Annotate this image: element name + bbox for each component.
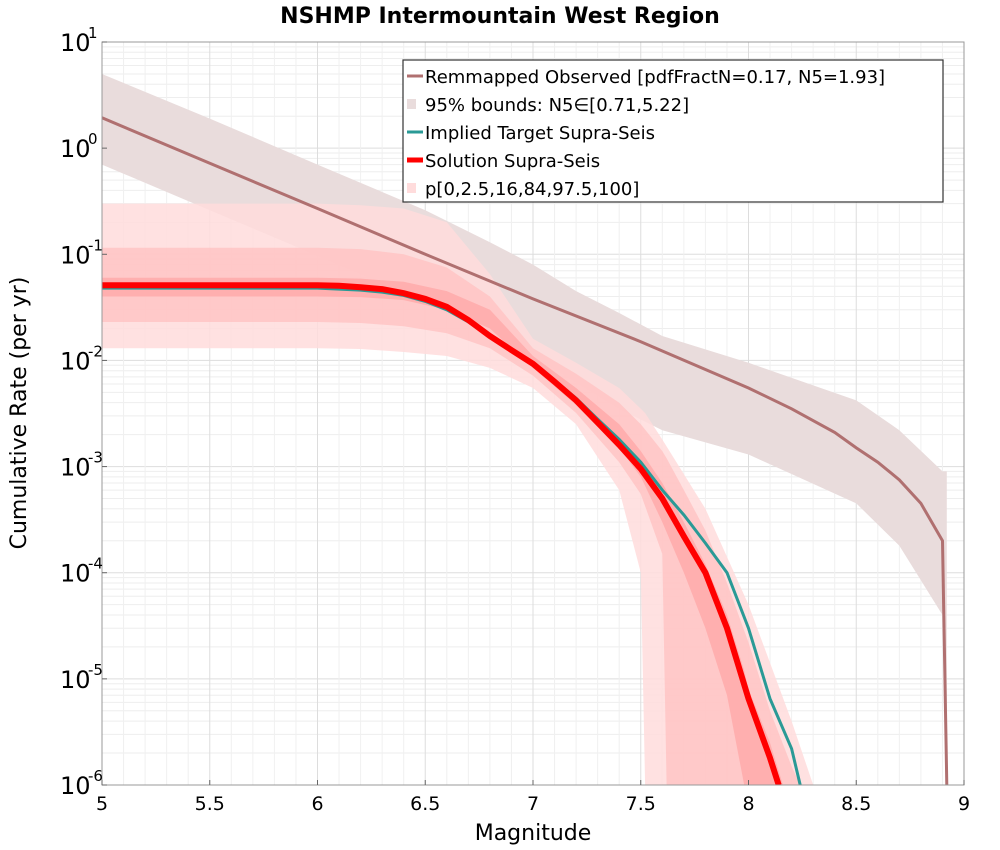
y-tick-label-base: 10 — [60, 772, 91, 800]
legend-entry-label: p[0,2.5,16,84,97.5,100] — [425, 179, 639, 200]
legend-entry-label: Remmapped Observed [pdfFractN=0.17, N5=1… — [425, 67, 885, 88]
y-tick-label-base: 10 — [60, 135, 91, 163]
y-tick-label-exponent: -4 — [88, 555, 103, 573]
legend: Remmapped Observed [pdfFractN=0.17, N5=1… — [402, 59, 944, 203]
solution-series-line — [102, 282, 782, 785]
legend-entry-label: Solution Supra-Seis — [425, 151, 600, 172]
x-tick-label: 5 — [96, 793, 108, 815]
plot-data — [102, 74, 949, 785]
y-tick-label-exponent: -6 — [88, 767, 103, 785]
x-tick-label: 6.5 — [410, 793, 440, 815]
x-tick-label: 8 — [742, 793, 754, 815]
y-tick-label-base: 10 — [60, 560, 91, 588]
y-tick-label-exponent: -5 — [88, 661, 103, 679]
x-tick-label: 7 — [527, 793, 539, 815]
x-tick-label: 7.5 — [626, 793, 656, 815]
y-tick-label-base: 10 — [60, 666, 91, 694]
y-tick-label-exponent: -2 — [88, 342, 103, 360]
legend-swatch-patch — [407, 99, 416, 109]
observed-series-line — [102, 116, 949, 785]
axis-ticks: 5 5.5 6 6.5 7 7.5 8 8.5 910-610-510-410-310-210-… — [60, 24, 970, 815]
y-tick-label-exponent: -1 — [88, 236, 103, 254]
chart-title: NSHMP Intermountain West Region — [280, 4, 720, 29]
y-tick-label-exponent: 0 — [88, 130, 98, 148]
x-tick-label: 9 — [958, 793, 970, 815]
x-tick-label: 8.5 — [841, 793, 871, 815]
legend-entry-label: Implied Target Supra-Seis — [425, 123, 655, 144]
y-tick-label-base: 10 — [60, 347, 91, 375]
y-tick-label-base: 10 — [60, 241, 91, 269]
legend-box — [402, 59, 944, 203]
x-tick-label: 6 — [311, 793, 323, 815]
y-axis-label: Cumulative Rate (per yr) — [7, 277, 32, 550]
legend-entry-label: 95% bounds: N5∈[0.71,5.22] — [425, 95, 689, 116]
y-tick-label-exponent: 1 — [88, 24, 98, 42]
y-tick-label-exponent: -3 — [88, 449, 103, 467]
y-tick-label-base: 10 — [60, 29, 91, 57]
legend-swatch-patch — [407, 183, 416, 193]
x-tick-label: 5.5 — [195, 793, 225, 815]
y-tick-label-base: 10 — [60, 454, 91, 482]
x-axis-label: Magnitude — [475, 821, 592, 846]
